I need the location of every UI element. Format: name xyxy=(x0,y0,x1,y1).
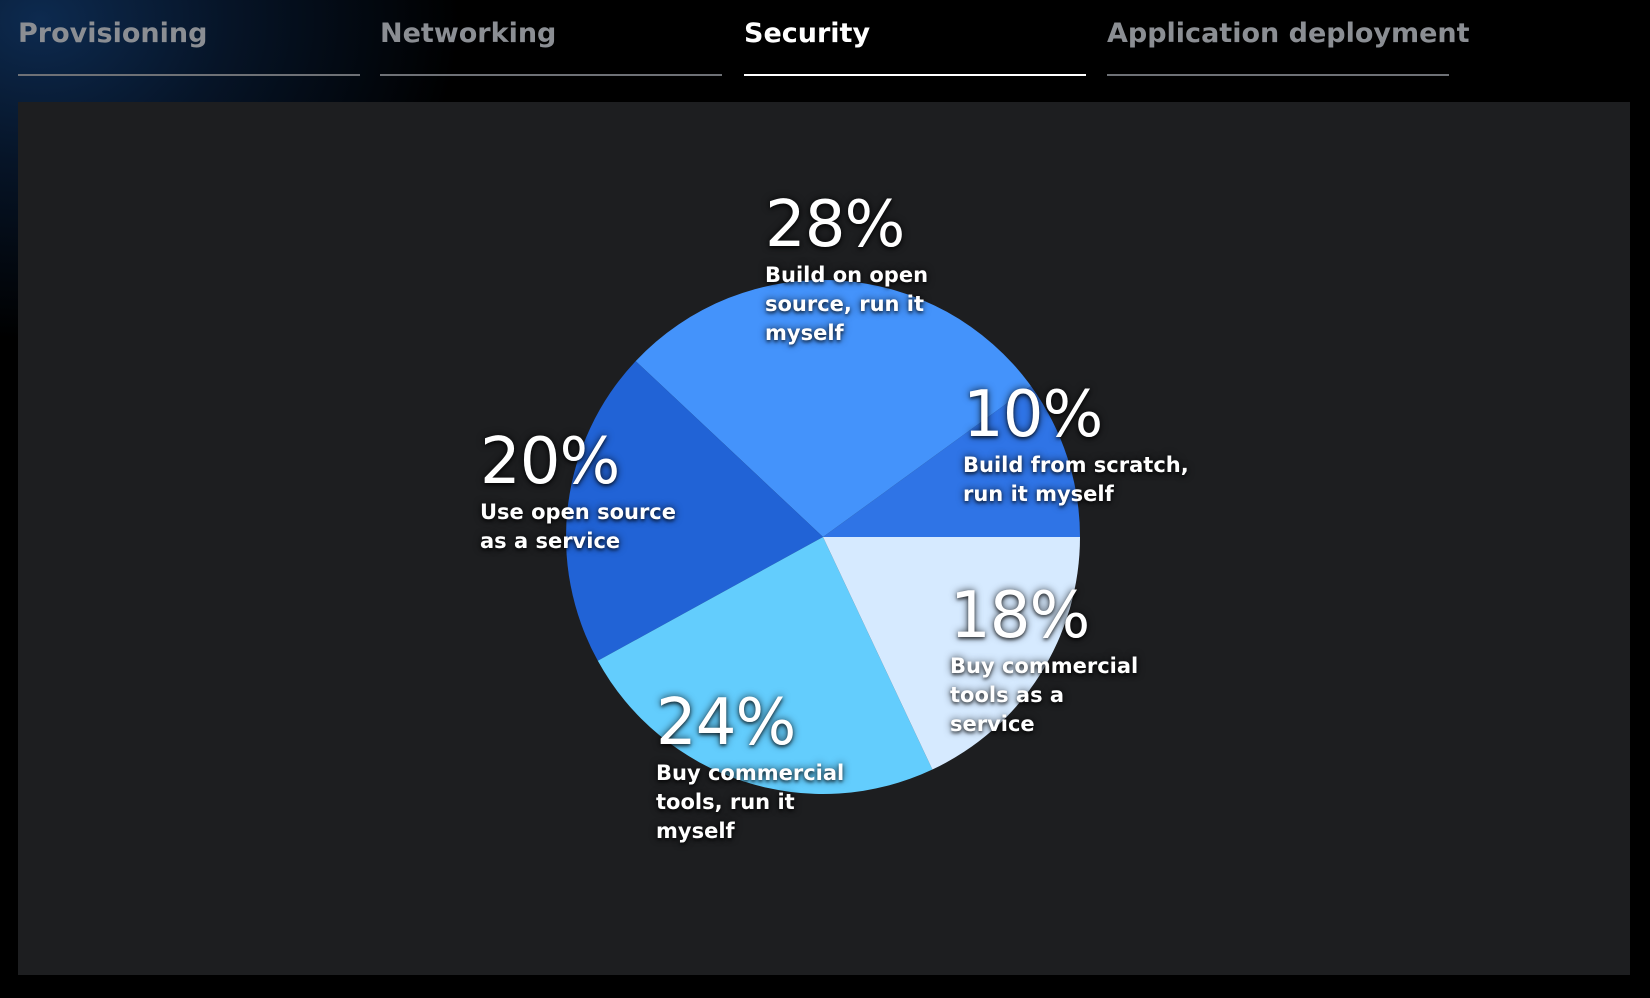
pie-slice-build-from-scratch xyxy=(823,385,1080,537)
pie-slice-commercial-run-myself xyxy=(597,537,933,795)
pie-chart xyxy=(566,280,1080,795)
tab-underline xyxy=(380,74,722,76)
tab-underline xyxy=(18,74,360,76)
slice-label-commercial-as-service: 18% Buy commercial tools as a service xyxy=(950,582,1138,739)
slice-description: Buy commercial tools as a service xyxy=(950,654,1139,736)
tab-label: Networking xyxy=(380,18,557,49)
tab-application-deployment[interactable]: Application deployment xyxy=(1107,0,1470,76)
chart-panel: 10% Build from scratch, run it myself 28… xyxy=(18,102,1630,975)
slice-percent: 18% xyxy=(950,579,1090,653)
slice-label-build-on-open-source: 28% Build on open source, run it myself xyxy=(765,191,928,348)
tab-underline xyxy=(1107,74,1449,76)
tab-provisioning[interactable]: Provisioning xyxy=(18,0,360,76)
tab-label: Provisioning xyxy=(18,18,208,49)
tab-label: Application deployment xyxy=(1107,18,1470,49)
tab-underline xyxy=(744,74,1086,76)
slice-label-build-from-scratch: 10% Build from scratch, run it myself xyxy=(963,381,1189,509)
tab-bar: Provisioning Networking Security Applica… xyxy=(18,0,1470,76)
slice-description: Buy commercial tools, run it myself xyxy=(656,761,845,843)
slice-description: Use open source as a service xyxy=(480,500,676,553)
slice-description: Build from scratch, run it myself xyxy=(963,453,1189,506)
slice-label-open-source-as-service: 20% Use open source as a service xyxy=(480,428,676,556)
tab-label: Security xyxy=(744,18,871,49)
slice-description: Build on open source, run it myself xyxy=(765,263,929,345)
slice-percent: 28% xyxy=(765,188,905,262)
tab-security[interactable]: Security xyxy=(744,0,1086,76)
slice-percent: 24% xyxy=(656,686,796,760)
slice-percent: 20% xyxy=(480,425,620,499)
slice-label-commercial-run-myself: 24% Buy commercial tools, run it myself xyxy=(656,689,844,846)
slice-percent: 10% xyxy=(963,378,1103,452)
pie-slice-build-on-open-source xyxy=(635,280,1031,537)
pie-slice-open-source-as-service xyxy=(566,361,823,661)
tab-networking[interactable]: Networking xyxy=(380,0,722,76)
pie-slice-commercial-as-service xyxy=(823,537,1080,770)
